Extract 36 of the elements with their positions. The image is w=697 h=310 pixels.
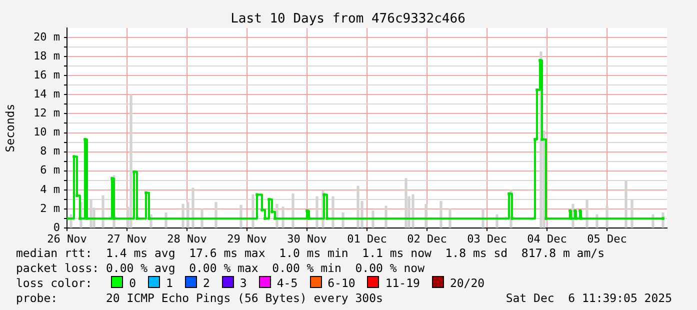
text: 2 xyxy=(202,276,210,290)
x-tick-label: 05 Dec xyxy=(587,232,627,246)
text: 3 xyxy=(240,276,247,290)
text: Sat Dec 6 11:39:05 2025 xyxy=(506,291,672,306)
y-tick-label: 20 m xyxy=(34,30,60,44)
x-tick-label: 04 Dec xyxy=(527,232,567,246)
x-tick-label: 01 Dec xyxy=(347,232,387,246)
y-tick-label: 18 m xyxy=(34,49,60,62)
x-tick-label: 30 Nov xyxy=(287,232,328,246)
text: 20/20 xyxy=(450,276,485,290)
x-tick-label: 27 Nov xyxy=(107,232,148,246)
x-tick-label: 02 Dec xyxy=(407,232,447,246)
y-tick-label: 10 m xyxy=(34,126,60,139)
chart-title: Last 10 Days from 476c9332c466 xyxy=(230,11,466,26)
text: 6-10 xyxy=(328,276,356,290)
text: loss color: xyxy=(16,276,92,290)
y-tick-label: 16 m xyxy=(34,68,60,82)
text: 1 xyxy=(166,276,173,290)
y-tick-label: 14 m xyxy=(34,88,60,101)
text: probe: 20 ICMP Echo Pings (56 Bytes) every 300s xyxy=(16,291,383,305)
y-tick-label: 4 m xyxy=(40,182,60,196)
text: packet loss: 0.00 % avg 0.00 % max 0.00 % min 0.00 % now xyxy=(16,261,426,276)
x-tick-label: 29 Nov xyxy=(227,232,268,246)
text: 0 xyxy=(129,276,136,290)
text: 11-19 xyxy=(385,276,420,290)
y-tick-label: 6 m xyxy=(40,164,60,177)
y-tick-label: 2 m xyxy=(40,202,60,215)
x-tick-label: 03 Dec xyxy=(467,232,507,246)
x-tick-label: 26 Nov xyxy=(47,232,88,246)
text: 4-5 xyxy=(276,276,298,290)
y-tick-label: 8 m xyxy=(40,144,60,158)
y-tick-label: 12 m xyxy=(34,106,60,120)
y-axis-title: Seconds xyxy=(2,104,17,152)
x-tick-label: 28 Nov xyxy=(167,232,208,246)
y-tick-label: 0 xyxy=(53,220,60,234)
text: median rtt: 1.4 ms avg 17.6 ms max 1.0 ms min 1.1 ms now 1.8 ms sd 817.8 m am/s xyxy=(16,246,606,261)
